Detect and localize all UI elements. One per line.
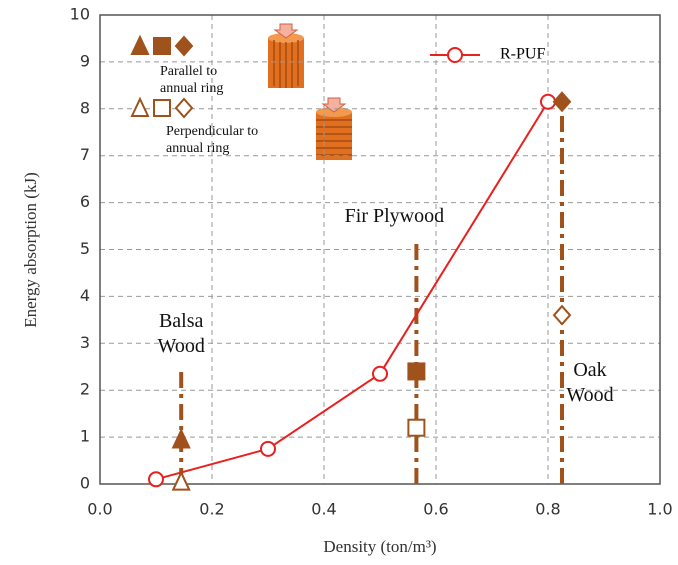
- wood-label: Balsa Wood: [141, 309, 221, 359]
- marker: [554, 93, 570, 111]
- cylinder-icon: [316, 112, 352, 160]
- legend-marker: [132, 37, 148, 54]
- marker: [261, 442, 275, 456]
- icons: [268, 24, 352, 160]
- y-tick-label: 9: [80, 51, 90, 70]
- y-tick-label: 3: [80, 333, 90, 352]
- legend-marker: [176, 37, 192, 55]
- legend-marker: [154, 100, 170, 116]
- y-tick-label: 6: [80, 192, 90, 211]
- x-tick-label: 0.8: [535, 500, 560, 519]
- legend-label: Perpendicular to annual ring: [166, 124, 276, 158]
- marker: [554, 306, 570, 324]
- x-tick-label: 0.4: [311, 500, 336, 519]
- y-tick-label: 5: [80, 239, 90, 258]
- chart: Density (ton/m³) Energy absorption (kJ) …: [0, 0, 678, 565]
- y-axis-title: Energy absorption (kJ): [21, 172, 40, 328]
- wood-label: Fir Plywood: [324, 204, 464, 229]
- x-axis-title: Density (ton/m³): [323, 537, 436, 556]
- y-tick-label: 10: [70, 5, 90, 24]
- y-tick-label: 7: [80, 145, 90, 164]
- legend-marker: [154, 38, 170, 54]
- y-tick-label: 1: [80, 427, 90, 446]
- marker: [373, 367, 387, 381]
- page: Density (ton/m³) Energy absorption (kJ) …: [0, 0, 678, 565]
- marker: [408, 420, 424, 436]
- legend-label: Parallel to annual ring: [160, 64, 250, 98]
- legend-label: R-PUF: [500, 46, 545, 63]
- marker: [149, 472, 163, 486]
- wood-label: Oak Wood: [550, 358, 630, 408]
- y-tick-label: 2: [80, 380, 90, 399]
- marker: [408, 363, 424, 379]
- y-tick-label: 8: [80, 98, 90, 117]
- marker: [173, 430, 189, 447]
- legend-marker: [132, 99, 148, 116]
- y-tick-label: 0: [80, 474, 90, 493]
- y-tick-label: 4: [80, 286, 90, 305]
- x-tick-label: 0.2: [199, 500, 224, 519]
- x-tick-label: 1.0: [647, 500, 672, 519]
- x-tick-label: 0.0: [87, 500, 112, 519]
- legend-marker: [448, 48, 462, 62]
- x-tick-label: 0.6: [423, 500, 448, 519]
- marker: [173, 473, 189, 490]
- legend-marker: [176, 99, 192, 117]
